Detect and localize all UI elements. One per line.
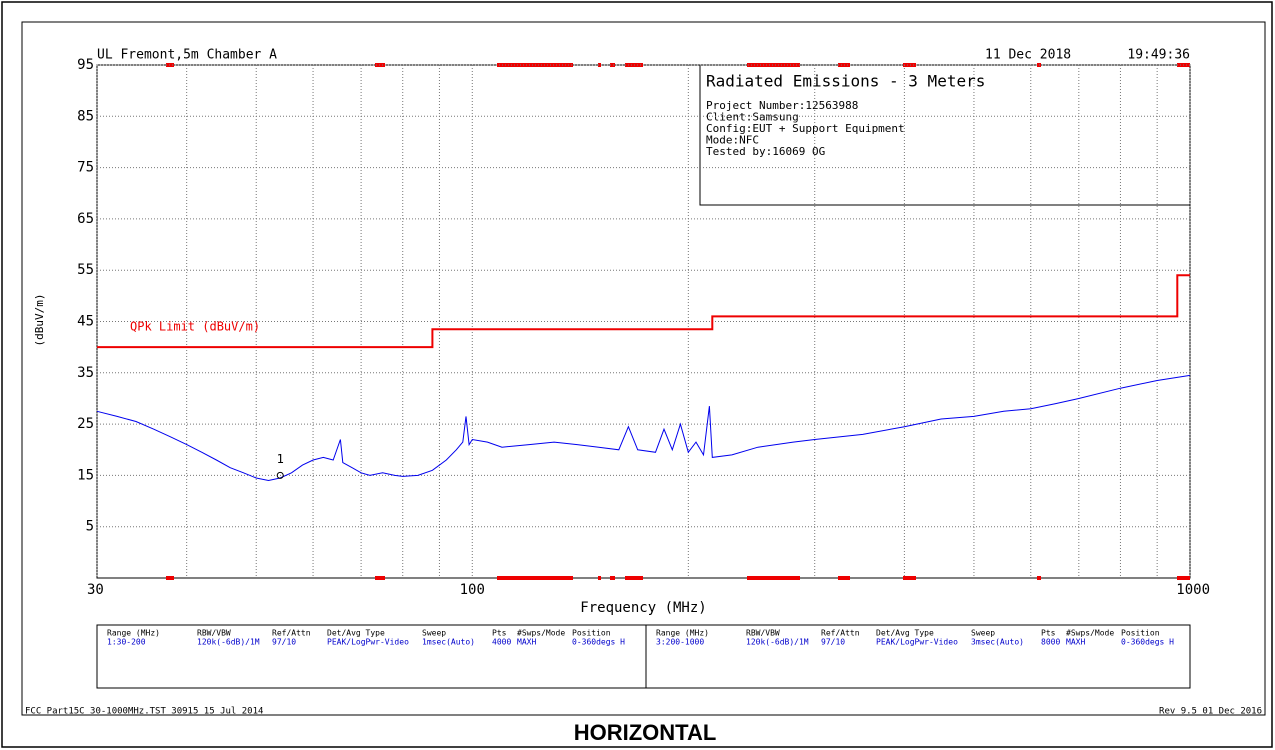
table-header: Range (MHz) xyxy=(107,629,160,638)
x-tick-label: 100 xyxy=(460,582,485,598)
sweep-bar xyxy=(903,576,916,580)
sweep-bar xyxy=(598,63,601,67)
sweep-bar xyxy=(166,576,174,580)
sweep-bar xyxy=(838,576,850,580)
series-line xyxy=(96,374,1191,482)
table-cell: 97/10 xyxy=(821,638,845,647)
sweep-bar xyxy=(610,63,615,67)
footer-file: FCC Part15C 30-1000MHz.TST 30915 15 Jul … xyxy=(25,707,263,717)
footer-rev: Rev 9.5 01 Dec 2016 xyxy=(1159,707,1262,717)
table-header: RBW/VBW xyxy=(746,629,780,638)
table-header: RBW/VBW xyxy=(197,629,231,638)
sweep-bar xyxy=(375,576,385,580)
table-cell: 3msec(Auto) xyxy=(971,638,1024,647)
table-header: Pts xyxy=(1041,629,1056,638)
table-header: Position xyxy=(1121,629,1160,638)
table-cell: 0-360degs H xyxy=(572,638,625,647)
table-cell: 4000 xyxy=(492,638,511,647)
table-header: Sweep xyxy=(422,629,446,638)
table-cell: MAXH xyxy=(1066,638,1085,647)
table-cell: PEAK/LogPwr-Video xyxy=(876,638,958,647)
info-line: Config:EUT + Support Equipment xyxy=(706,122,905,135)
sweep-bar xyxy=(497,576,573,580)
table-cell: 0-360degs H xyxy=(1121,638,1174,647)
info-line: Mode:NFC xyxy=(706,134,759,147)
y-tick-label: 95 xyxy=(77,57,94,73)
table-cell: 3:200-1000 xyxy=(656,638,704,647)
settings-box xyxy=(96,624,1191,689)
table-cell: MAXH xyxy=(517,638,536,647)
x-tick-label: 30 xyxy=(87,582,104,598)
series-line xyxy=(97,274,1190,349)
table-header: Pts xyxy=(492,629,507,638)
table-header: Position xyxy=(572,629,611,638)
table-header: Det/Avg Type xyxy=(327,629,385,638)
table-header: Det/Avg Type xyxy=(876,629,934,638)
table-cell: PEAK/LogPwr-Video xyxy=(327,638,409,647)
sweep-bar xyxy=(903,63,916,67)
sweep-bar xyxy=(1037,576,1041,580)
sweep-bar xyxy=(747,576,800,580)
table-cell: 1msec(Auto) xyxy=(422,638,475,647)
sweep-bar xyxy=(1177,576,1190,580)
info-line: Tested by:16069 OG xyxy=(706,145,825,158)
caption: HORIZONTAL xyxy=(574,720,717,745)
table-cell: 1:30-200 xyxy=(107,638,146,647)
plot-frame xyxy=(21,21,1266,716)
table-header: #Swps/Mode xyxy=(1066,629,1114,638)
x-axis-label: Frequency (MHz) xyxy=(580,600,706,616)
y-tick-label: 25 xyxy=(77,416,94,432)
y-axis-label: (dBuV/m) xyxy=(33,294,46,347)
sweep-bar xyxy=(747,63,800,67)
table-header: Sweep xyxy=(971,629,995,638)
site: UL Fremont,5m Chamber A xyxy=(97,48,277,63)
table-cell: 97/10 xyxy=(272,638,296,647)
table-cell: 8000 xyxy=(1041,638,1060,647)
date: 11 Dec 2018 xyxy=(985,48,1071,63)
table-header: Range (MHz) xyxy=(656,629,709,638)
marker-label: 1 xyxy=(277,452,284,466)
y-tick-label: 15 xyxy=(77,467,94,483)
y-tick-label: 55 xyxy=(77,262,94,278)
x-tick-label: 1000 xyxy=(1176,582,1210,598)
time: 19:49:36 xyxy=(1127,48,1190,63)
table-cell: 120k(-6dB)/1M xyxy=(197,638,260,647)
info-title: Radiated Emissions - 3 Meters xyxy=(706,72,985,91)
table-cell: 120k(-6dB)/1M xyxy=(746,638,809,647)
sweep-bar xyxy=(598,576,601,580)
table-header: Ref/Attn xyxy=(272,629,311,638)
info-line: Project Number:12563988 xyxy=(706,99,858,112)
legend-label: QPk Limit (dBuV/m) xyxy=(130,320,260,334)
y-tick-label: 45 xyxy=(77,314,94,330)
sweep-bar xyxy=(625,576,643,580)
y-tick-label: 75 xyxy=(77,160,94,176)
marker xyxy=(276,471,284,479)
y-tick-label: 65 xyxy=(77,211,94,227)
info-box xyxy=(699,64,1191,206)
table-header: #Swps/Mode xyxy=(517,629,565,638)
info-line: Client:Samsung xyxy=(706,111,799,124)
y-tick-label: 85 xyxy=(77,108,94,124)
table-header: Ref/Attn xyxy=(821,629,860,638)
sweep-bar xyxy=(610,576,615,580)
y-tick-label: 5 xyxy=(86,519,94,535)
y-tick-label: 35 xyxy=(77,365,94,381)
